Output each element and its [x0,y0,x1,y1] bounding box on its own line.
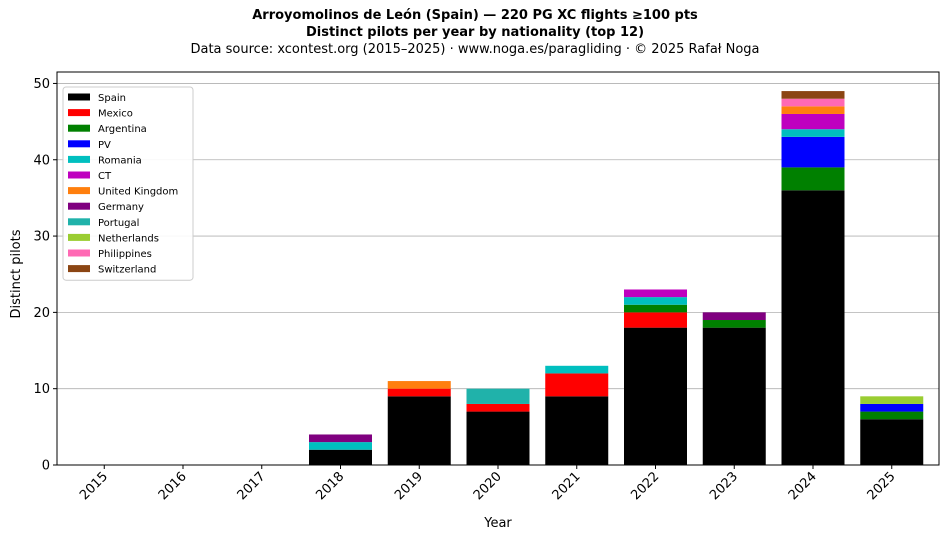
legend-label: United Kingdom [98,187,178,198]
chart-subtitle: Data source: xcontest.org (2015–2025) · … [190,42,760,57]
x-tick-label: 2020 [471,469,505,503]
bar-segment [545,365,609,374]
y-tick-label: 30 [33,230,50,245]
y-tick-label: 0 [42,459,50,474]
x-axis-label: Year [483,516,512,531]
y-tick-label: 10 [33,382,50,397]
bar-segment [545,396,609,465]
x-tick-label: 2016 [156,469,190,503]
bar-segment [624,304,687,313]
bar-segment [781,167,845,191]
legend-swatch [68,140,90,148]
legend-swatch [68,202,90,210]
x-tick-label: 2022 [628,469,662,503]
chart-title-line1: Arroyomolinos de León (Spain) — 220 PG X… [252,8,698,23]
legend-swatch [68,233,90,241]
x-tick-label: 2019 [392,469,426,503]
bar-segment [309,449,372,465]
legend-label: Spain [98,93,126,104]
bar-segment [309,442,372,450]
bar-segment [387,388,451,397]
chart-title-line2: Distinct pilots per year by nationality … [305,25,645,40]
bar-segment [781,91,845,99]
legend-swatch [68,155,90,163]
bar-segment [309,434,372,443]
bar-segment [702,312,766,321]
legend-label: Switzerland [98,265,156,276]
x-axis: 2015 2016 2017 2018 2019 2020 2021 2022 2023 2024… [77,465,899,503]
bar-segment [860,411,924,420]
x-tick-label: 2015 [77,469,111,503]
bar-segment [545,373,609,397]
chart-titles: Arroyomolinos de León (Spain) — 220 PG X… [0,7,950,59]
legend-swatch [68,249,90,257]
legend-swatch [68,171,90,179]
y-axis: 0 10 20 30 40 50 [33,77,57,474]
bars-group [309,91,924,465]
legend-swatch [68,109,90,117]
x-tick-label: 2025 [865,469,899,503]
bar-segment [860,403,924,412]
bar-segment [781,113,845,130]
y-tick-label: 40 [33,153,50,168]
y-tick-label: 50 [33,77,50,92]
legend-label: Argentina [98,124,147,135]
bar-segment [781,98,845,107]
bar-segment [860,419,924,465]
y-axis-label: Distinct pilots [9,229,24,318]
bar-segment [860,396,924,404]
x-tick-label: 2023 [707,469,741,503]
legend-label: CT [98,171,112,182]
legend-swatch [68,218,90,226]
x-tick-label: 2017 [235,469,269,503]
y-tick-label: 20 [33,306,50,321]
legend-swatch [68,265,90,273]
legend-label: Portugal [98,218,139,229]
bar-segment [702,327,766,465]
bar-segment [387,396,451,465]
legend-label: Philippines [98,249,152,260]
bar-segment [624,297,687,305]
legend-swatch [68,93,90,101]
bar-segment [466,403,530,412]
bar-segment [466,388,530,404]
x-tick-label: 2021 [550,469,584,503]
legend-swatch [68,187,90,195]
bar-segment [624,312,687,328]
x-tick-label: 2018 [313,469,347,503]
legend-label: PV [98,140,111,151]
bar-segment [781,129,845,137]
bar-segment [624,289,687,298]
legend-label: Netherlands [98,233,159,244]
legend-box [62,86,194,281]
legend: Spain Mexico Argentina PV Romania CT United Ki… [62,86,194,281]
bar-segment [387,381,451,389]
bar-segment [781,106,845,114]
x-tick-label: 2024 [786,469,820,503]
bar-segment [702,320,766,328]
bar-segment [781,136,845,168]
legend-swatch [68,124,90,132]
bar-segment [624,327,687,465]
legend-label: Germany [98,202,144,213]
legend-label: Romania [98,155,142,166]
bar-segment [466,411,530,465]
bar-segment [781,190,845,465]
legend-label: Mexico [98,109,133,120]
